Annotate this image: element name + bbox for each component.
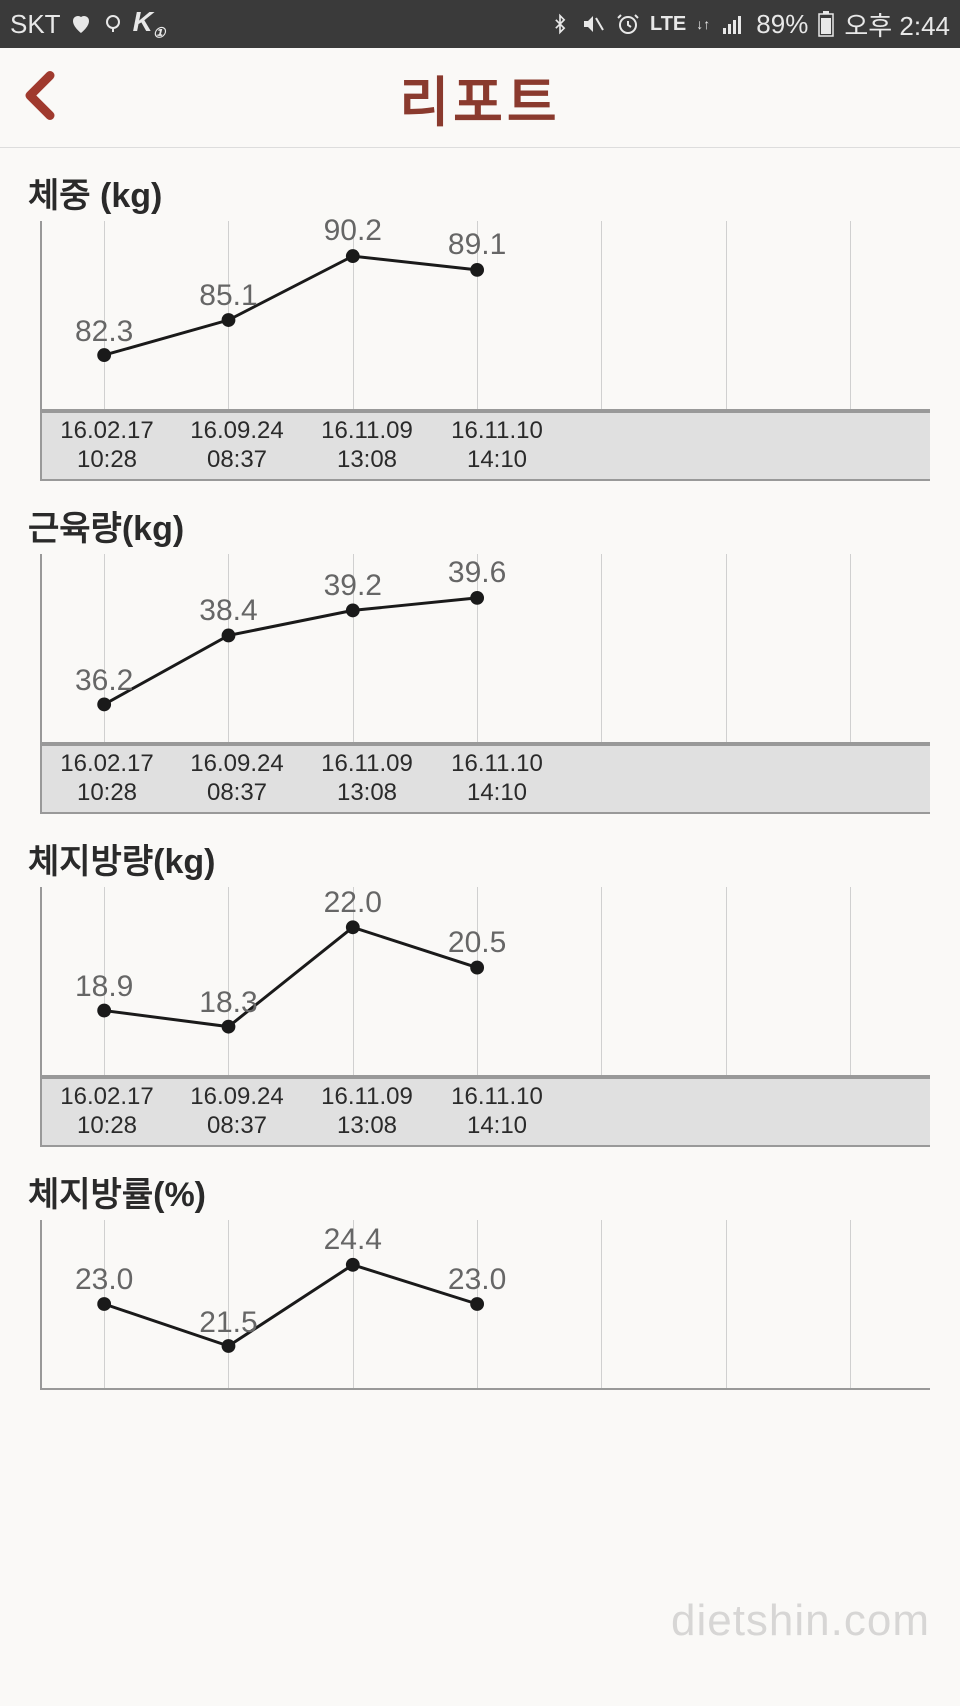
axis-label: 16.09.2408:37: [172, 746, 302, 812]
chart-marker: [346, 920, 360, 934]
chart-marker: [97, 1004, 111, 1018]
axis-label: 16.11.1014:10: [432, 1079, 562, 1145]
chart-axis: 16.02.1710:2816.09.2408:3716.11.0913:081…: [40, 744, 930, 814]
data-point-label: 18.3: [199, 986, 257, 1020]
chart-marker: [97, 1297, 111, 1311]
signal-icon: [720, 12, 746, 36]
axis-label: 16.02.1710:28: [42, 1079, 172, 1145]
carrier-label: SKT: [10, 9, 61, 40]
data-point-label: 20.5: [448, 926, 506, 960]
axis-label: 16.11.1014:10: [432, 746, 562, 812]
chart-line: [104, 256, 477, 355]
axis-label: 16.11.0913:08: [302, 746, 432, 812]
chart-plot: 23.0 21.5 24.4 23.0: [40, 1220, 930, 1390]
chart-marker: [222, 313, 236, 327]
clock-label: 오후 2:44: [844, 6, 950, 43]
battery-icon: [818, 11, 834, 37]
chart-plot: 82.385.190.289.1: [40, 221, 930, 411]
chart-marker: [470, 1297, 484, 1311]
axis-label: 16.02.1710:28: [42, 413, 172, 479]
app-header: 리포트: [0, 48, 960, 148]
chart-marker: [470, 961, 484, 975]
chart-marker: [346, 249, 360, 263]
data-point-label: 39.6: [448, 556, 506, 590]
network-label: LTE: [650, 13, 686, 36]
axis-label: 16.11.1014:10: [432, 413, 562, 479]
data-point-label: 85.1: [199, 279, 257, 313]
data-point-label: 18.9: [75, 970, 133, 1004]
alarm-icon: [616, 12, 640, 36]
data-point-label: 23.0: [448, 1263, 506, 1297]
data-point-label: 39.2: [324, 569, 382, 603]
chart-marker: [346, 603, 360, 617]
mute-icon: [580, 12, 606, 36]
axis-label: 16.09.2408:37: [172, 1079, 302, 1145]
data-point-label: 36.2: [75, 664, 133, 698]
data-arrows-icon: ↓↑: [696, 16, 710, 32]
chart-section: 체지방률(%) 23.0 21.5 24.4 23.0: [0, 1167, 960, 1390]
data-point-label: 82.3: [75, 315, 133, 349]
chart-title: 근육량(kg): [28, 501, 930, 550]
charts-container: 체중 (kg)82.385.190.289.116.02.1710:2816.0…: [0, 168, 960, 1390]
chart-section: 체지방량(kg)18.918.322.020.516.02.1710:2816.…: [0, 834, 960, 1147]
data-point-label: 23.0: [75, 1263, 133, 1297]
bulb-icon: [101, 12, 125, 36]
chart-svg: [42, 887, 930, 1075]
chart-marker: [97, 697, 111, 711]
chart-line: [104, 1265, 477, 1346]
axis-label: 16.02.1710:28: [42, 746, 172, 812]
chart-marker: [222, 1339, 236, 1353]
chart-plot: 36.2 38.4 39.2 39.6: [40, 554, 930, 744]
axis-label: 16.11.0913:08: [302, 413, 432, 479]
chart-title: 체지방량(kg): [28, 834, 930, 883]
bluetooth-icon: [550, 12, 570, 36]
chart-marker: [346, 1258, 360, 1272]
data-point-label: 90.2: [324, 214, 382, 248]
k-app-icon: K①: [133, 6, 166, 42]
data-point-label: 21.5: [199, 1306, 257, 1340]
axis-label: 16.09.2408:37: [172, 413, 302, 479]
chart-section: 체중 (kg) 82.3 85.1 90.2 89.1 16.02.1710:2816.0…: [0, 168, 960, 481]
chart-line: [104, 598, 477, 705]
chart-title: 체중 (kg): [28, 168, 930, 217]
data-point-label: 38.4: [199, 594, 257, 628]
back-button[interactable]: [20, 70, 60, 125]
watermark: dietshin.com: [671, 1596, 930, 1646]
page-title: 리포트: [0, 58, 960, 137]
battery-pct: 89%: [756, 9, 808, 40]
chart-section: 근육량(kg) 36.2 38.4 39.2 39.6 16.02.1710:2816.0…: [0, 501, 960, 814]
data-point-label: 22.0: [324, 886, 382, 920]
chart-marker: [97, 348, 111, 362]
chart-marker: [222, 1020, 236, 1034]
chart-axis: 16.02.1710:2816.09.2408:3716.11.0913:081…: [40, 411, 930, 481]
data-point-label: 24.4: [324, 1223, 382, 1257]
chart-title: 체지방률(%): [28, 1167, 930, 1216]
chart-marker: [222, 629, 236, 643]
chart-line: [104, 927, 477, 1026]
chart-marker: [470, 591, 484, 605]
heart-icon: [69, 12, 93, 36]
chart-plot: 18.9 18.3 22.0 20.5: [40, 887, 930, 1077]
chart-svg: [42, 1220, 930, 1388]
axis-label: 16.11.0913:08: [302, 1079, 432, 1145]
chart-marker: [470, 263, 484, 277]
status-bar: SKT K① LTE ↓↑ 89% 오후 2:44: [0, 0, 960, 48]
chart-axis: 16.02.1710:2816.09.2408:3716.11.0913:081…: [40, 1077, 930, 1147]
data-point-label: 89.1: [448, 228, 506, 262]
